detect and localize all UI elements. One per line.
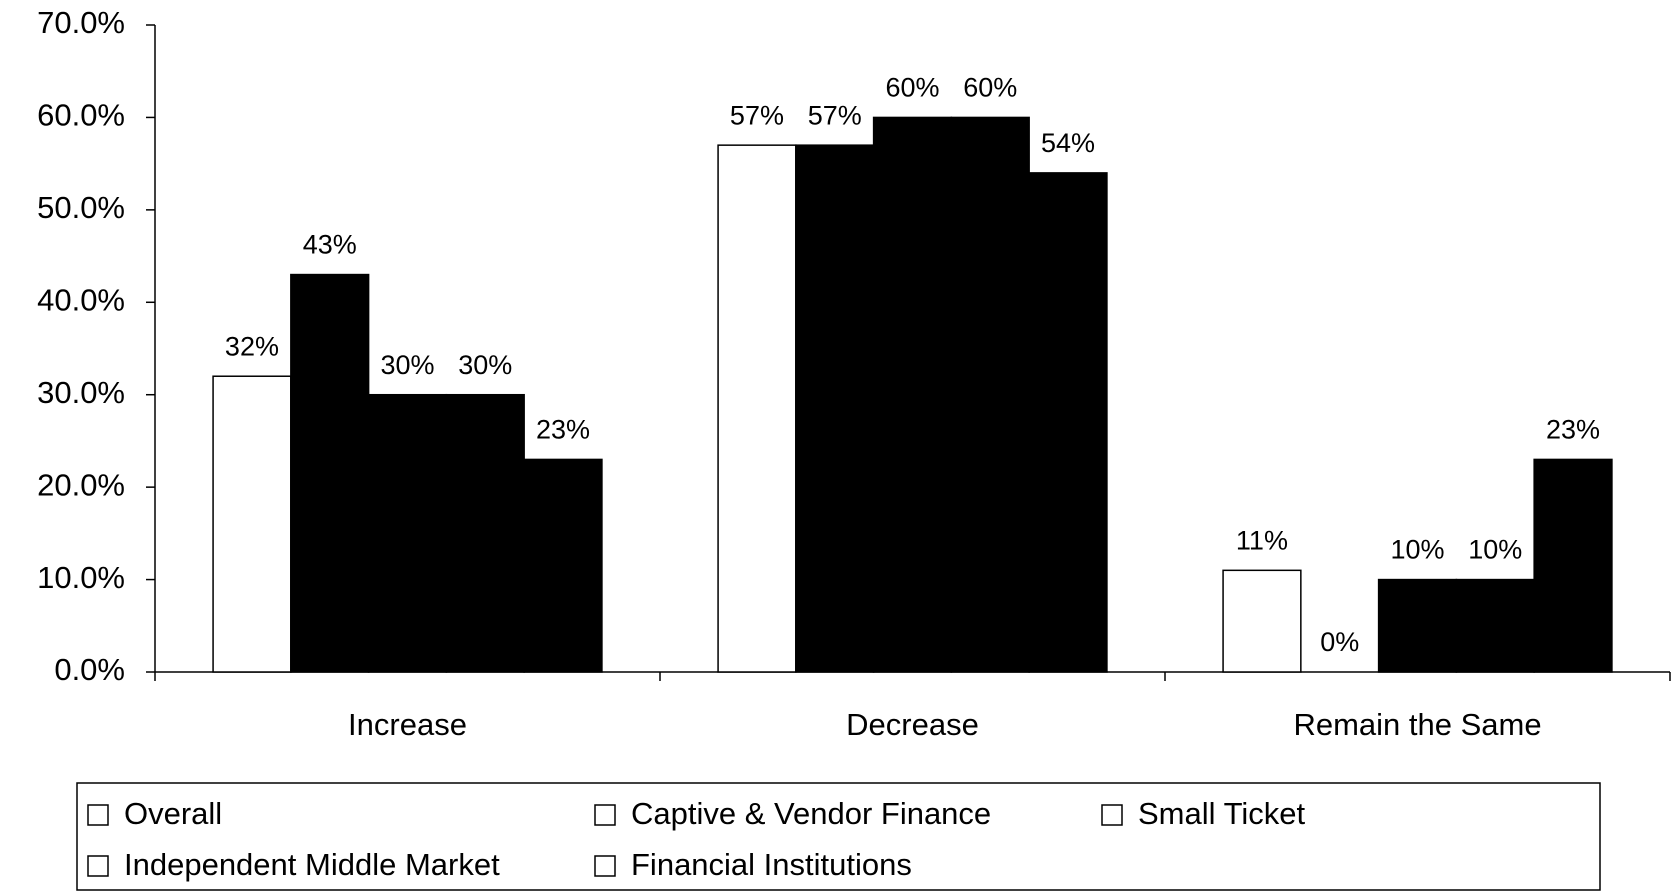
y-tick-label: 20.0% <box>37 467 125 502</box>
value-label: 57% <box>808 100 862 130</box>
x-tick-label: Remain the Same <box>1293 707 1541 742</box>
legend-swatch <box>87 804 109 826</box>
y-tick-label: 60.0% <box>37 98 125 133</box>
legend-label: Small Ticket <box>1138 796 1305 831</box>
value-label: 30% <box>380 350 434 380</box>
y-tick-label: 50.0% <box>37 190 125 225</box>
legend-swatch <box>594 804 616 826</box>
legend-label: Financial Institutions <box>631 847 912 882</box>
bar <box>523 458 603 673</box>
bar <box>290 273 370 673</box>
value-label: 43% <box>303 230 357 260</box>
value-label: 23% <box>536 415 590 445</box>
bar <box>950 116 1030 673</box>
y-tick-label: 10.0% <box>37 560 125 595</box>
bar <box>1533 458 1613 673</box>
value-label: 60% <box>963 73 1017 103</box>
legend-label: Overall <box>124 796 222 831</box>
value-label: 10% <box>1390 535 1444 565</box>
x-tick-label: Decrease <box>846 707 979 742</box>
legend-swatch <box>87 855 109 877</box>
legend-box <box>76 782 1601 891</box>
value-label: 30% <box>458 350 512 380</box>
bar <box>795 144 875 673</box>
legend-swatch <box>1101 804 1123 826</box>
value-label: 23% <box>1546 415 1600 445</box>
value-label: 0% <box>1320 627 1359 657</box>
bar <box>445 393 525 673</box>
bar <box>872 116 953 673</box>
y-tick-label: 30.0% <box>37 375 125 410</box>
value-label: 57% <box>730 100 784 130</box>
value-label: 11% <box>1236 525 1288 555</box>
value-label: 60% <box>885 73 939 103</box>
y-tick-label: 40.0% <box>37 282 125 317</box>
y-tick-label: 70.0% <box>37 5 125 40</box>
value-label: 10% <box>1468 535 1522 565</box>
bar <box>367 393 448 673</box>
legend-label: Independent Middle Market <box>124 847 500 882</box>
bar <box>1222 569 1302 673</box>
bar <box>212 375 292 673</box>
legend-swatch <box>594 855 616 877</box>
bar <box>1028 172 1108 673</box>
x-tick-label: Increase <box>348 707 467 742</box>
bar <box>1455 578 1535 673</box>
value-label: 32% <box>225 331 279 361</box>
value-label: 54% <box>1041 128 1095 158</box>
bar <box>717 144 797 673</box>
bar <box>1377 578 1458 673</box>
y-tick-label: 0.0% <box>54 652 125 687</box>
legend-label: Captive & Vendor Finance <box>631 796 991 831</box>
